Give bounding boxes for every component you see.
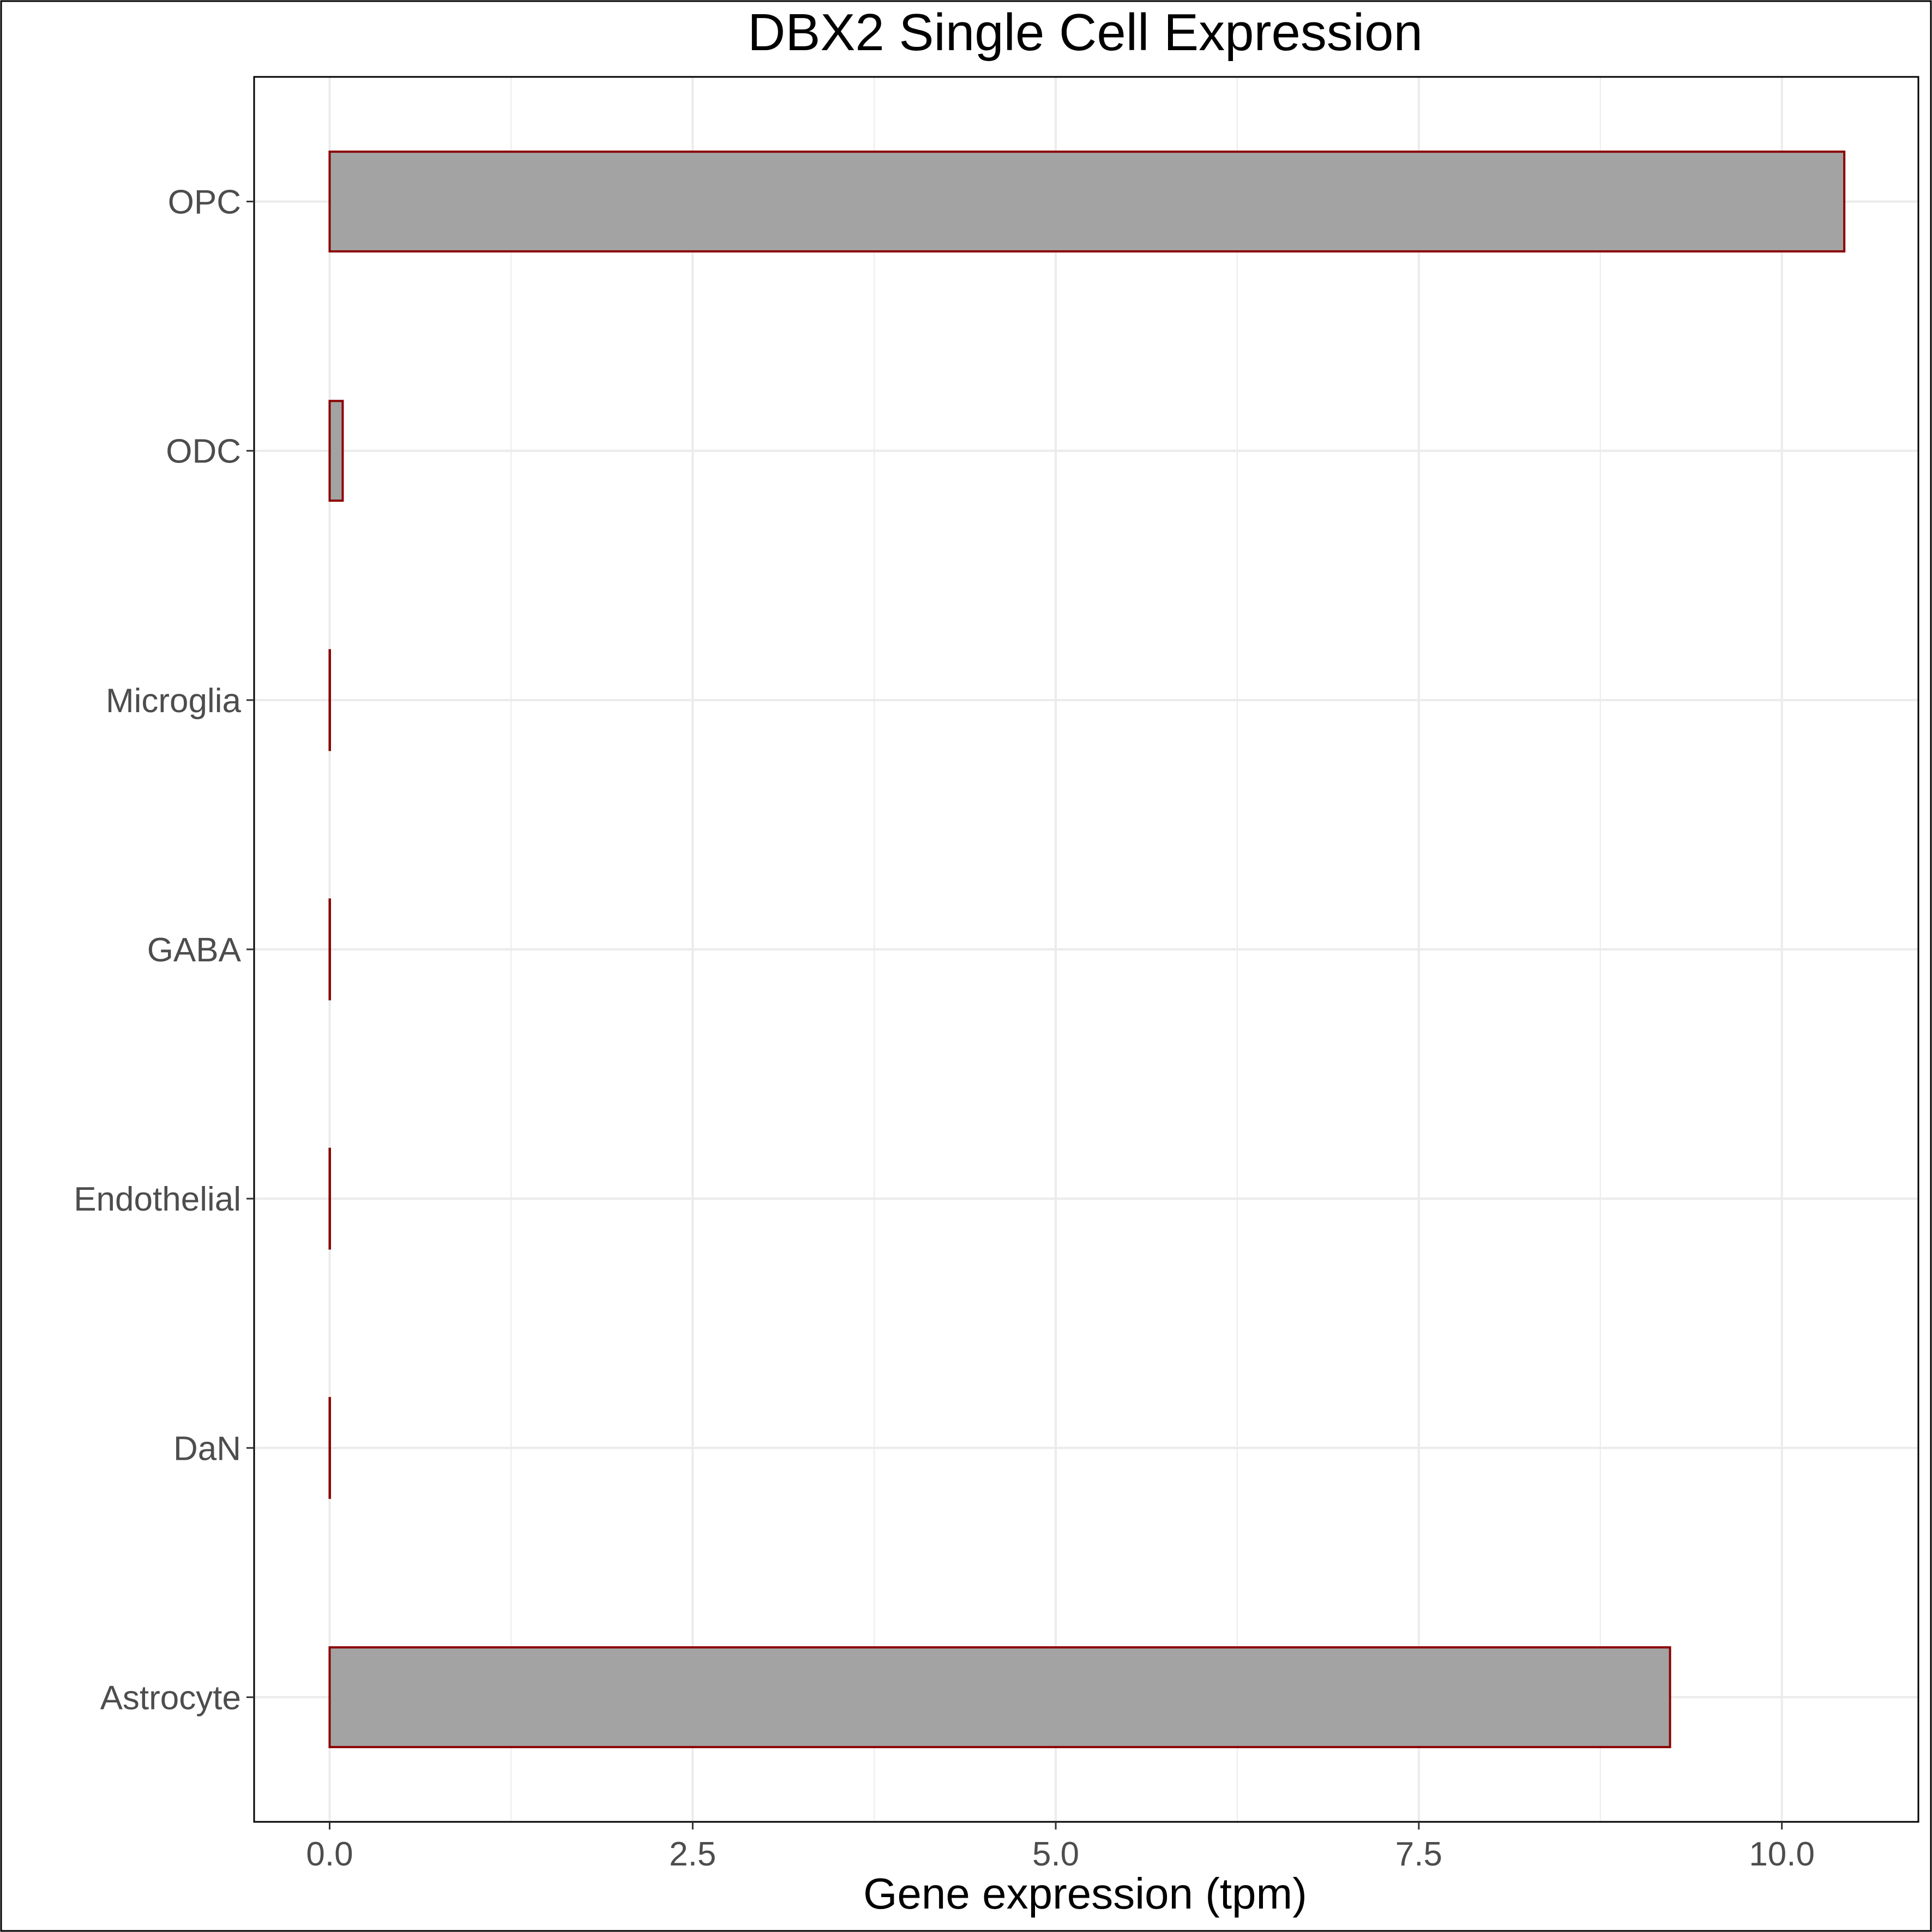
bar-microglia <box>328 649 331 751</box>
y-tick-label-dan: DaN <box>173 1430 241 1467</box>
bars <box>328 151 1846 1748</box>
bar-endothelial <box>328 1147 331 1250</box>
axis-ticks: 0.0 2.5 5.0 7.5 10.0 Astrocyte DaN Endothelial G… <box>74 184 1815 1873</box>
bar-gaba <box>328 898 331 1001</box>
y-tick-label-opc: OPC <box>168 184 241 221</box>
bar-opc <box>328 151 1846 252</box>
x-axis-title: Gene expression (tpm) <box>863 1869 1307 1918</box>
y-tick-label-gaba: GABA <box>147 931 242 969</box>
x-tick-label: 0.0 <box>306 1835 353 1873</box>
bar-dan <box>328 1397 331 1499</box>
y-tick-label-odc: ODC <box>166 433 241 471</box>
y-tick-label-microglia: Microglia <box>106 682 242 720</box>
bar-astrocyte <box>328 1646 1671 1748</box>
x-tick-label: 2.5 <box>669 1835 716 1873</box>
chart-title: DBX2 Single Cell Expression <box>748 3 1423 62</box>
x-tick-label: 5.0 <box>1032 1835 1079 1873</box>
x-tick-label: 10.0 <box>1749 1835 1815 1873</box>
y-tick-label-astrocyte: Astrocyte <box>100 1679 241 1717</box>
y-tick-label-endothelial: Endothelial <box>74 1181 241 1218</box>
bar-odc <box>328 400 344 502</box>
x-tick-label: 7.5 <box>1395 1835 1442 1873</box>
